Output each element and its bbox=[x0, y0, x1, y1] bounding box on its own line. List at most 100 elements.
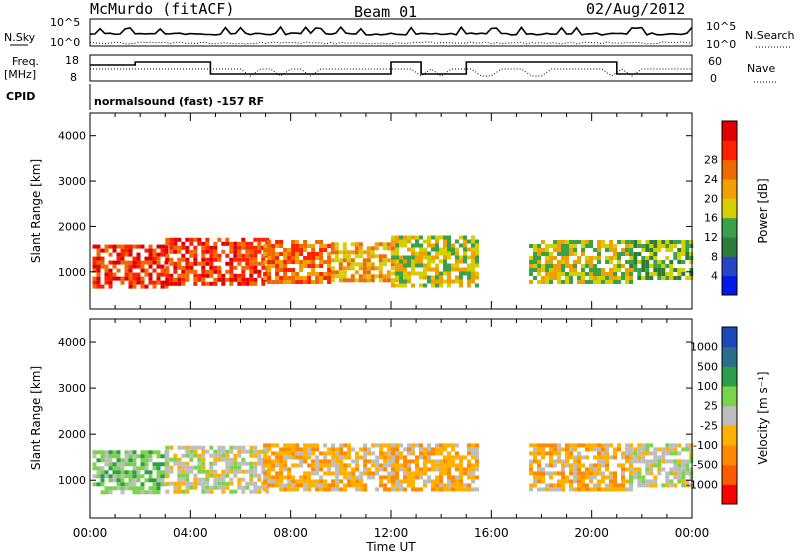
power-cell bbox=[391, 255, 395, 260]
velocity-cell bbox=[96, 470, 101, 475]
velocity-cell bbox=[471, 467, 475, 472]
velocity-cell bbox=[265, 489, 270, 494]
velocity-cell bbox=[589, 475, 593, 480]
power-cell bbox=[661, 272, 666, 276]
power-cell bbox=[653, 248, 658, 252]
power-cell bbox=[338, 266, 343, 271]
velocity-ytick-label: 4000 bbox=[58, 336, 86, 349]
power-cell bbox=[132, 264, 137, 269]
power-cell bbox=[245, 261, 250, 266]
power-cell bbox=[295, 260, 300, 264]
velocity-cell bbox=[124, 474, 129, 479]
velocity-cell bbox=[597, 483, 601, 488]
power-cell bbox=[319, 276, 324, 280]
power-cell bbox=[327, 268, 332, 272]
velocity-cell bbox=[136, 454, 141, 459]
velocity-cell bbox=[112, 454, 117, 459]
velocity-cell bbox=[233, 489, 238, 494]
power-cell bbox=[253, 237, 258, 242]
power-cell bbox=[629, 268, 633, 272]
power-cell bbox=[307, 244, 312, 248]
power-cell bbox=[605, 256, 609, 260]
velocity-cell bbox=[169, 469, 174, 474]
power-cell bbox=[395, 275, 399, 280]
power-cell bbox=[249, 257, 254, 262]
power-cell bbox=[581, 240, 585, 244]
power-cell bbox=[241, 281, 246, 286]
power-cell bbox=[431, 235, 435, 240]
power-cell bbox=[177, 261, 182, 266]
power-cell bbox=[549, 264, 553, 268]
velocity-cell bbox=[379, 451, 384, 456]
velocity-cell bbox=[383, 459, 388, 464]
velocity-cell bbox=[379, 483, 384, 488]
velocity-cell bbox=[645, 467, 650, 472]
power-cell bbox=[366, 254, 371, 259]
velocity-cell bbox=[140, 466, 145, 471]
velocity-cell bbox=[144, 462, 149, 467]
velocity-cell bbox=[467, 475, 471, 480]
velocity-cell bbox=[189, 453, 194, 458]
velocity-cell bbox=[419, 487, 423, 492]
velocity-cell bbox=[104, 486, 109, 491]
power-cell bbox=[287, 260, 292, 264]
velocity-cell bbox=[116, 454, 121, 459]
power-cell bbox=[136, 264, 141, 269]
velocity-cell bbox=[271, 463, 276, 468]
velocity-cell bbox=[335, 447, 340, 452]
velocity-cell bbox=[391, 487, 395, 492]
velocity-cell bbox=[451, 479, 455, 484]
velocity-cell bbox=[116, 478, 121, 483]
velocity-cell bbox=[467, 443, 471, 448]
power-cell bbox=[597, 280, 601, 284]
power-cell bbox=[435, 263, 439, 268]
power-cell bbox=[529, 272, 533, 276]
velocity-cell bbox=[132, 482, 137, 487]
velocity-cell bbox=[311, 459, 316, 464]
power-cell bbox=[459, 267, 463, 272]
velocity-cell bbox=[665, 483, 670, 488]
velocity-cell bbox=[116, 470, 121, 475]
velocity-cell bbox=[371, 475, 376, 480]
velocity-cbar-swatch bbox=[722, 405, 737, 426]
velocity-cell bbox=[443, 455, 447, 460]
velocity-cell bbox=[447, 451, 451, 456]
power-cell bbox=[471, 275, 475, 280]
velocity-cell bbox=[347, 447, 352, 452]
velocity-cell bbox=[435, 479, 439, 484]
power-cell bbox=[625, 268, 629, 272]
velocity-cell bbox=[443, 483, 447, 488]
velocity-cell bbox=[621, 471, 625, 476]
velocity-cell bbox=[331, 471, 336, 476]
power-cell bbox=[677, 260, 682, 264]
freq-panel-frame bbox=[89, 54, 693, 82]
velocity-cell bbox=[641, 451, 646, 456]
velocity-cell bbox=[435, 487, 439, 492]
power-cell bbox=[629, 280, 633, 284]
power-cell bbox=[681, 244, 686, 248]
velocity-cell bbox=[92, 450, 97, 455]
power-cell bbox=[637, 260, 642, 264]
velocity-cell bbox=[529, 467, 533, 472]
power-cbar-frame bbox=[721, 120, 738, 296]
power-cell bbox=[589, 276, 593, 280]
power-cell bbox=[407, 275, 411, 280]
velocity-cell bbox=[403, 467, 407, 472]
velocity-cell bbox=[367, 475, 372, 480]
power-cell bbox=[601, 272, 605, 276]
velocity-cell bbox=[581, 455, 585, 460]
power-cell bbox=[467, 255, 471, 260]
velocity-cell bbox=[641, 483, 646, 488]
power-cell bbox=[108, 284, 113, 289]
power-cell bbox=[605, 244, 609, 248]
power-cell bbox=[181, 253, 186, 258]
power-cell bbox=[132, 272, 137, 277]
power-cell bbox=[245, 241, 250, 246]
power-cell bbox=[617, 264, 621, 268]
velocity-cell bbox=[641, 475, 646, 480]
power-cell bbox=[334, 258, 339, 263]
velocity-cell bbox=[181, 453, 186, 458]
velocity-cell bbox=[411, 459, 415, 464]
velocity-cell bbox=[395, 455, 400, 460]
